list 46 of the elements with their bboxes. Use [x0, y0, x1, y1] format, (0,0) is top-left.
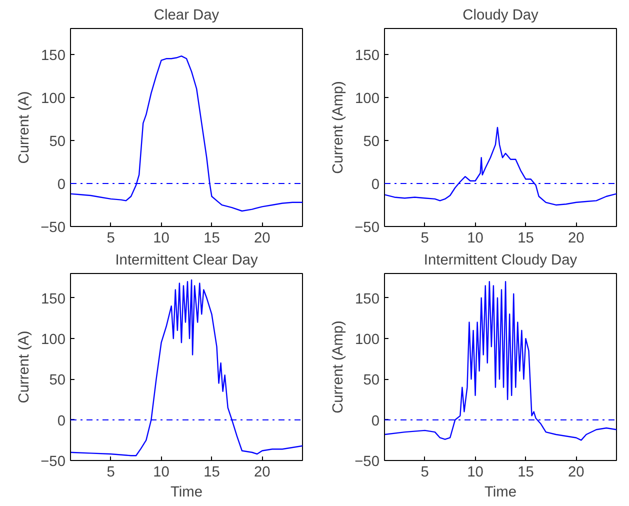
- y-tick-label: 100: [355, 332, 380, 348]
- y-tick-label: 150: [355, 48, 380, 64]
- x-tick-label: 15: [204, 464, 220, 480]
- y-tick-label: 0: [371, 176, 380, 193]
- y-tick-label: 0: [57, 176, 66, 193]
- y-axis-title: Current (A): [16, 91, 33, 164]
- y-tick-label: −50: [40, 220, 66, 236]
- x-tick-label: 15: [518, 464, 534, 480]
- x-tick-label: 10: [467, 230, 484, 246]
- y-tick-label: 150: [41, 48, 66, 64]
- x-tick-label: 5: [420, 464, 429, 480]
- y-tick-label: −50: [40, 454, 66, 470]
- x-tick-label: 10: [467, 464, 484, 480]
- y-axis-title: Current (Amp): [330, 320, 347, 414]
- y-tick-label: 100: [41, 332, 66, 348]
- x-tick-label: 5: [106, 230, 115, 246]
- chart-title: Cloudy Day: [462, 8, 540, 24]
- y-tick-label: 150: [355, 291, 380, 308]
- y-axis-title: Current (Amp): [330, 81, 347, 174]
- y-tick-label: 50: [363, 372, 380, 389]
- chart-title: Intermittent Clear Day: [115, 252, 258, 268]
- x-tick-label: 20: [568, 464, 584, 480]
- y-tick-label: 100: [41, 90, 66, 107]
- y-tick-label: 100: [355, 90, 380, 107]
- x-tick-label: 20: [254, 464, 270, 480]
- y-tick-label: −50: [354, 454, 380, 470]
- chart-title: Intermittent Cloudy Day: [424, 252, 578, 268]
- y-axis-title: Current (A): [16, 330, 33, 404]
- x-tick-label: 20: [568, 230, 584, 246]
- x-tick-label: 15: [518, 230, 534, 246]
- y-tick-label: 50: [49, 372, 66, 389]
- x-tick-label: 10: [153, 464, 170, 480]
- x-axis-title: Time: [170, 484, 203, 500]
- x-tick-label: 15: [204, 230, 220, 246]
- x-axis-title: Time: [484, 484, 517, 500]
- y-tick-label: 0: [57, 413, 66, 430]
- x-tick-label: 20: [254, 230, 270, 246]
- y-tick-label: 50: [363, 134, 380, 150]
- x-tick-label: 5: [106, 464, 115, 480]
- y-tick-label: 150: [41, 291, 66, 308]
- y-tick-label: 50: [49, 134, 66, 150]
- y-tick-label: 0: [371, 413, 380, 430]
- x-tick-label: 5: [420, 230, 429, 246]
- x-tick-label: 10: [153, 230, 170, 246]
- y-tick-label: −50: [354, 220, 380, 236]
- chart-title: Clear Day: [154, 8, 220, 24]
